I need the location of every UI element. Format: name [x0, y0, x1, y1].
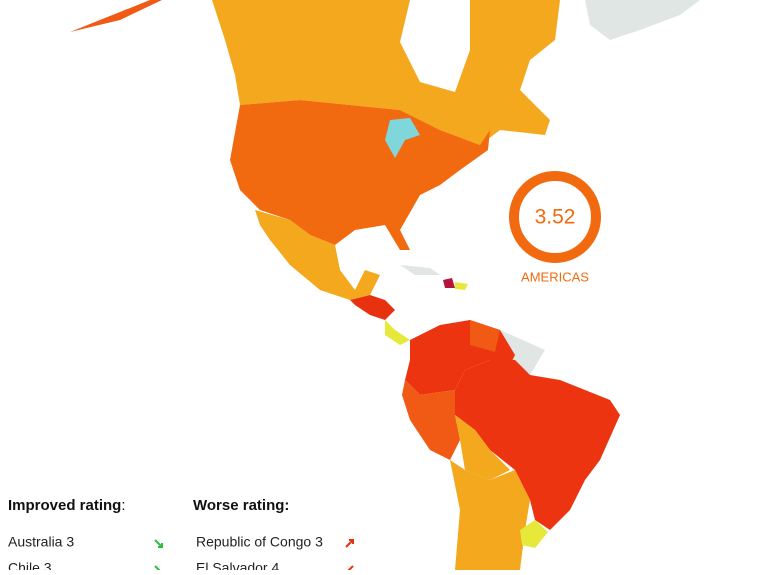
- brazil: [455, 360, 620, 530]
- dominican-rep: [455, 282, 468, 290]
- improved-item: Australia 3: [8, 534, 74, 550]
- haiti: [443, 278, 455, 288]
- usa: [230, 100, 490, 250]
- improved-title: Improved rating:: [8, 497, 126, 514]
- costa-rica: [385, 320, 410, 345]
- region-label: AMERICAS: [521, 269, 589, 284]
- score-value: 3.52: [535, 206, 576, 229]
- central-america: [350, 295, 395, 320]
- worse-item: Republic of Congo 3: [196, 534, 323, 550]
- argentina-chile: [450, 460, 530, 570]
- up-arrow: [345, 539, 354, 548]
- peru: [402, 380, 460, 460]
- bolivia: [455, 415, 510, 480]
- legend-panel: [0, 486, 372, 570]
- alaska-islands: [70, 0, 162, 32]
- hudson-bay: [400, 0, 470, 92]
- score-ring: [509, 171, 601, 263]
- venezuela-east: [470, 320, 500, 352]
- great-lakes: [385, 118, 420, 158]
- canada: [212, 0, 560, 145]
- improved-item: Chile 3: [8, 560, 52, 570]
- worse-item: El Salvador 4: [196, 560, 279, 570]
- mexico: [255, 210, 380, 300]
- greenland: [585, 0, 700, 40]
- uruguay: [520, 520, 548, 548]
- cuba: [400, 265, 440, 275]
- down-arrow: [154, 539, 163, 548]
- worse-title: Worse rating:: [193, 497, 289, 514]
